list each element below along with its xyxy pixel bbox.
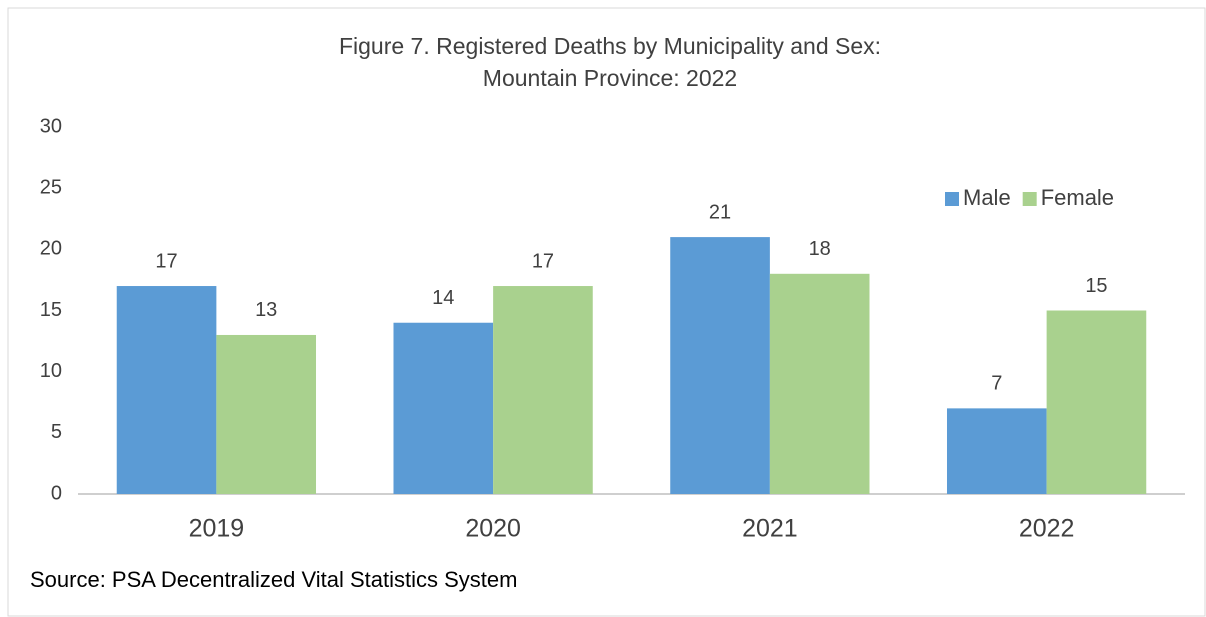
x-tick-label: 2019 xyxy=(189,515,245,543)
bar xyxy=(1046,310,1147,494)
legend-swatch xyxy=(945,192,959,206)
legend-label: Female xyxy=(1041,185,1114,210)
legend-swatch xyxy=(1022,192,1037,206)
y-tick-label: 30 xyxy=(40,115,62,137)
chart-frame xyxy=(7,7,1206,617)
data-label: 17 xyxy=(155,250,177,272)
y-tick-label: 25 xyxy=(40,176,62,198)
bar xyxy=(946,408,1047,494)
data-label: 21 xyxy=(709,201,731,223)
y-tick-label: 20 xyxy=(40,238,62,260)
legend-label: Male xyxy=(963,185,1011,210)
chart-title: Figure 7. Registered Deaths by Municipal… xyxy=(339,33,881,59)
bar xyxy=(393,322,494,494)
bar xyxy=(769,273,870,494)
data-label: 13 xyxy=(255,299,277,321)
source-note: Source: PSA Decentralized Vital Statisti… xyxy=(30,567,517,592)
x-tick-label: 2022 xyxy=(1019,515,1075,543)
y-tick-label: 0 xyxy=(51,482,62,504)
data-label: 15 xyxy=(1085,275,1107,297)
bar xyxy=(670,237,770,494)
bar xyxy=(216,334,317,494)
bar xyxy=(493,286,593,494)
chart-subtitle: Mountain Province: 2022 xyxy=(483,65,737,91)
data-label: 14 xyxy=(432,287,454,309)
y-tick-label: 10 xyxy=(40,360,62,382)
data-label: 17 xyxy=(532,250,554,272)
x-tick-label: 2021 xyxy=(742,515,798,543)
y-tick-label: 5 xyxy=(51,421,62,443)
data-label: 7 xyxy=(991,373,1002,395)
y-tick-label: 15 xyxy=(40,299,62,321)
x-tick-label: 2020 xyxy=(465,515,521,543)
bar xyxy=(116,286,217,494)
data-label: 18 xyxy=(809,238,831,260)
